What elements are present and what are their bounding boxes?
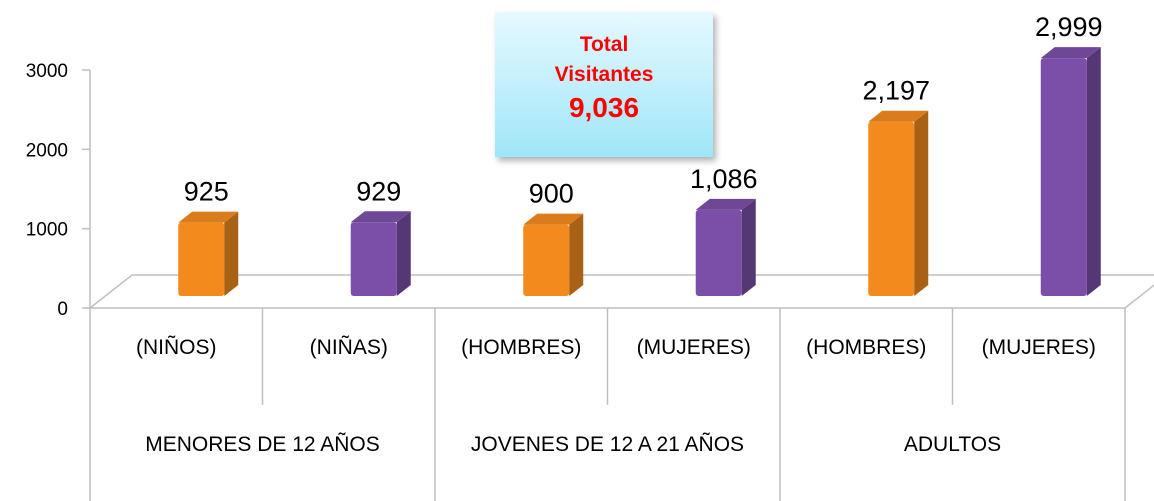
group-label: ADULTOS [903, 433, 1002, 456]
bar [350, 211, 411, 296]
bar [695, 198, 756, 296]
y-tick-label: 0 [57, 299, 68, 320]
bar [523, 213, 584, 296]
bar-top [868, 110, 929, 122]
y-tick-label: 3000 [26, 61, 68, 82]
category-label: (HOMBRES) [806, 336, 927, 359]
bar-side [914, 110, 929, 296]
value-label: 1,086 [690, 164, 758, 194]
bar [868, 110, 929, 296]
value-label: 929 [356, 176, 401, 206]
category-label: (MUJERES) [981, 336, 1096, 359]
y-tick-label: 1000 [26, 220, 68, 241]
value-label: 900 [529, 179, 574, 209]
group-label: JOVENES DE 12 A 21 AÑOS [470, 433, 745, 456]
bar-front [523, 224, 570, 296]
bar [1040, 47, 1101, 297]
bar-top [1040, 47, 1101, 59]
bar-side [569, 213, 584, 296]
bar [178, 211, 239, 296]
value-label: 2,197 [862, 76, 930, 106]
annotation-text: Total Visitantes [554, 33, 654, 87]
total-annotation: Total Visitantes 9,036 [495, 12, 713, 157]
category-label: (MUJERES) [636, 336, 751, 359]
bar-side [1086, 47, 1101, 297]
floor [87, 274, 1154, 309]
bar-front [868, 121, 915, 296]
annotation-value: 9,036 [568, 91, 640, 123]
bar-side [224, 211, 239, 296]
bar-side [396, 211, 411, 296]
bar-front [350, 222, 397, 296]
y-tick-label: 2000 [26, 140, 68, 161]
category-label: (NIÑAS) [309, 336, 388, 359]
bar-top [695, 198, 756, 210]
bar-top [178, 211, 239, 223]
bar-front [1040, 58, 1087, 297]
group-label: MENORES DE 12 AÑOS [145, 433, 380, 456]
bar-side [741, 198, 756, 296]
bar-top [523, 213, 584, 225]
category-label: (NIÑOS) [136, 336, 217, 359]
category-label: (HOMBRES) [461, 336, 582, 359]
bar-top [350, 211, 411, 223]
bar-front [695, 209, 742, 296]
bar-front [178, 222, 225, 296]
value-label: 925 [184, 177, 229, 207]
value-label: 2,999 [1035, 12, 1103, 42]
